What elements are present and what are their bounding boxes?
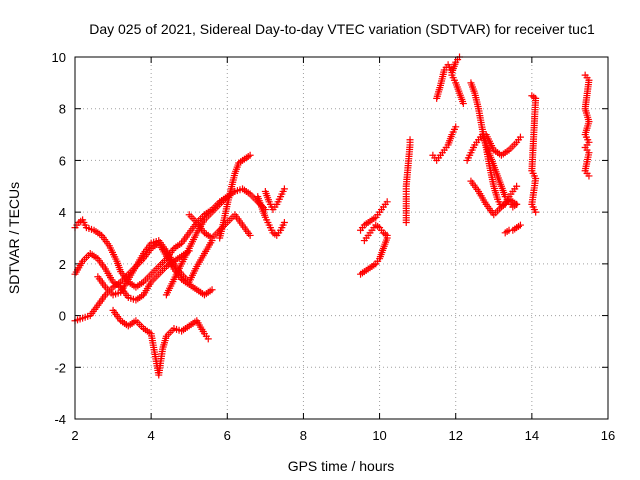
x-tick-label: 10 xyxy=(372,428,386,443)
plot-frame xyxy=(74,56,609,420)
series-arc-x xyxy=(581,71,593,180)
y-tick-label: -4 xyxy=(54,412,66,427)
data-point xyxy=(459,100,467,108)
series-arc-n xyxy=(402,136,414,226)
y-tick-label: -2 xyxy=(54,360,66,375)
x-tick-label: 14 xyxy=(525,428,539,443)
data-point xyxy=(516,221,524,229)
series-arc-g xyxy=(185,211,254,242)
series-arc-i xyxy=(254,193,288,239)
series-arc-w xyxy=(528,92,540,216)
x-tick-label: 12 xyxy=(448,428,462,443)
data-point xyxy=(406,136,414,144)
x-tick-label: 16 xyxy=(601,428,615,443)
data-point xyxy=(204,335,212,343)
series-arc-t xyxy=(467,177,521,219)
data-point xyxy=(452,123,460,131)
y-tick-label: 8 xyxy=(59,102,66,117)
data-point xyxy=(532,208,540,216)
series-arc-p xyxy=(433,53,464,102)
series-arc-m xyxy=(360,221,391,245)
series-arc-k xyxy=(357,234,391,278)
data-point xyxy=(516,133,524,141)
y-tick-label: 0 xyxy=(59,309,66,324)
data-point xyxy=(513,200,521,208)
data-point xyxy=(383,231,391,239)
y-tick-label: 2 xyxy=(59,257,66,272)
data-point xyxy=(246,231,254,239)
data-point xyxy=(280,218,288,226)
data-point xyxy=(513,182,521,190)
series-arc-j xyxy=(261,185,288,214)
y-tick-label: 4 xyxy=(59,205,66,220)
series-arc-s xyxy=(463,131,521,211)
data-points xyxy=(71,53,593,379)
y-tick-label: 6 xyxy=(59,153,66,168)
data-point xyxy=(208,286,216,294)
series-arc-v xyxy=(501,221,524,237)
y-axis-label: SDTVAR / TECUs xyxy=(6,182,22,294)
series-arc-q xyxy=(448,71,467,108)
data-point xyxy=(383,198,391,206)
grid-lines xyxy=(75,57,608,419)
data-point xyxy=(280,185,288,193)
series-arc-o xyxy=(429,123,460,164)
series-arc-l xyxy=(357,198,391,234)
chart-title: Day 025 of 2021, Sidereal Day-to-day VTE… xyxy=(89,21,595,37)
series-arc-h xyxy=(216,151,254,242)
x-tick-label: 6 xyxy=(224,428,231,443)
x-tick-label: 4 xyxy=(148,428,155,443)
x-tick-label: 2 xyxy=(71,428,78,443)
axis-ticks: 2 4 6 8 10 12 14 16 -4 -2 0 2 4 6 8 10 xyxy=(52,50,616,443)
x-tick-label: 8 xyxy=(300,428,307,443)
series-arc-u xyxy=(482,131,524,159)
data-point xyxy=(246,151,254,159)
data-point xyxy=(585,172,593,180)
series-arc-d xyxy=(109,306,212,379)
x-axis-label: GPS time / hours xyxy=(288,458,395,474)
series-arc-e xyxy=(94,237,216,299)
y-tick-label: 10 xyxy=(52,50,66,65)
